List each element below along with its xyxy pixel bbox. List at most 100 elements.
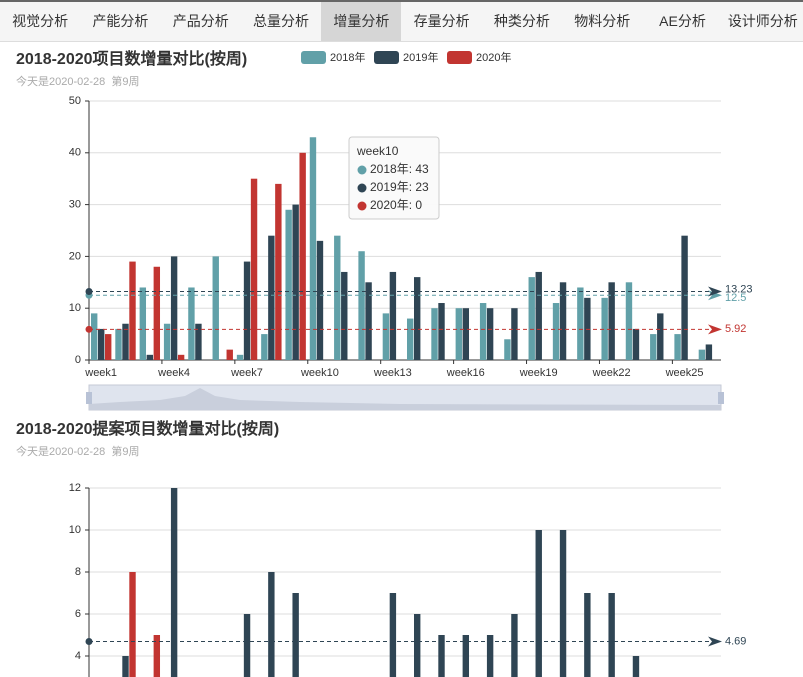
chart-subtitle: 今天是2020-02-28 第9周 — [16, 74, 140, 88]
bar — [601, 297, 608, 360]
bar — [261, 334, 268, 360]
mark-line-label: 4.69 — [725, 635, 746, 647]
bar — [341, 271, 348, 360]
mark-line-label: 12.5 — [725, 292, 746, 304]
bar — [462, 635, 470, 677]
tab-bar: 视觉分析 产能分析 产品分析 总量分析 增量分析 存量分析 种类分析 物料分析 AE分析 设计师分… — [0, 0, 803, 42]
tab[interactable]: AE分析 — [659, 13, 706, 29]
bar — [559, 530, 567, 677]
bar — [632, 656, 640, 677]
bar — [285, 209, 292, 360]
tooltip-dot — [357, 183, 367, 193]
bar — [236, 354, 244, 360]
y-tick-label: 8 — [75, 566, 81, 578]
zoom-handle — [718, 392, 724, 404]
bar — [577, 287, 584, 360]
bar — [479, 303, 487, 360]
legend-swatch — [447, 51, 472, 64]
bar — [243, 261, 251, 360]
bar — [299, 152, 306, 360]
x-tick-label: week22 — [592, 367, 631, 379]
tab[interactable]: 存量分析 — [413, 13, 470, 29]
tab[interactable]: 产能分析 — [92, 13, 149, 29]
tooltip-title: week10 — [356, 144, 399, 158]
bar — [129, 572, 136, 677]
bar — [608, 282, 615, 360]
bar — [250, 178, 258, 360]
bar — [407, 318, 414, 360]
bar — [504, 339, 511, 360]
tab[interactable]: 设计师分析 — [727, 13, 798, 29]
bar — [226, 349, 233, 360]
legend-label: 2018年 — [330, 50, 365, 64]
x-tick-label: week19 — [519, 367, 558, 379]
bar — [535, 271, 542, 360]
x-tick-label: week1 — [84, 367, 117, 379]
bar — [528, 277, 535, 360]
tab[interactable]: 产品分析 — [172, 13, 229, 29]
tab[interactable]: 增量分析 — [321, 2, 402, 41]
bar — [170, 256, 178, 360]
y-tick-label: 10 — [69, 302, 81, 314]
bar — [177, 354, 185, 360]
bar — [650, 334, 657, 360]
bar — [98, 328, 105, 360]
y-tick-label: 0 — [75, 354, 81, 366]
bar — [705, 344, 713, 360]
bar — [681, 235, 688, 360]
x-tick-label: week25 — [665, 367, 704, 379]
mark-line-arrow — [708, 636, 722, 647]
legend-swatch — [374, 51, 399, 64]
legend-swatch — [301, 51, 326, 64]
bar — [535, 530, 542, 677]
bar — [438, 303, 445, 360]
x-tick-label: week16 — [446, 367, 485, 379]
bar — [268, 572, 275, 677]
y-tick-label: 10 — [69, 524, 81, 536]
mark-line-start — [85, 287, 93, 295]
tab[interactable]: 物料分析 — [574, 13, 631, 29]
bar — [91, 313, 98, 360]
bar — [632, 328, 640, 360]
bar — [486, 635, 494, 677]
bar — [153, 635, 161, 677]
tooltip: week10 2018年: 43 2019年: 23 2020年: 0 — [348, 136, 440, 220]
bar — [455, 308, 463, 360]
bar — [122, 656, 129, 677]
bar — [243, 614, 251, 677]
mark-line-label: 13.23 — [725, 283, 753, 295]
bar — [163, 323, 171, 360]
bar — [431, 308, 438, 360]
bar — [625, 282, 633, 360]
legend-label: 2019年 — [403, 50, 438, 64]
bar — [115, 328, 122, 360]
y-tick-label: 12 — [69, 482, 81, 494]
bar — [511, 614, 518, 677]
bar — [292, 204, 299, 360]
x-tick-label: week7 — [230, 367, 263, 379]
bar — [309, 137, 317, 360]
bar — [657, 313, 664, 360]
bar — [486, 308, 494, 360]
bar — [414, 277, 421, 360]
y-tick-label: 40 — [69, 147, 81, 159]
bar — [170, 488, 178, 677]
tab[interactable]: 种类分析 — [493, 13, 550, 29]
bar — [292, 593, 299, 677]
bar — [334, 235, 341, 360]
tab[interactable]: 总量分析 — [253, 13, 310, 29]
bar — [438, 635, 445, 677]
bar — [698, 349, 706, 360]
tooltip-dot — [357, 165, 367, 175]
bar — [195, 323, 202, 360]
mark-line-start — [85, 325, 93, 333]
bar — [275, 183, 282, 360]
bar — [358, 251, 365, 360]
bar — [608, 593, 615, 677]
tab[interactable]: 视觉分析 — [12, 13, 69, 29]
bar — [122, 323, 129, 360]
x-tick-label: week10 — [300, 367, 339, 379]
bar — [414, 614, 421, 677]
